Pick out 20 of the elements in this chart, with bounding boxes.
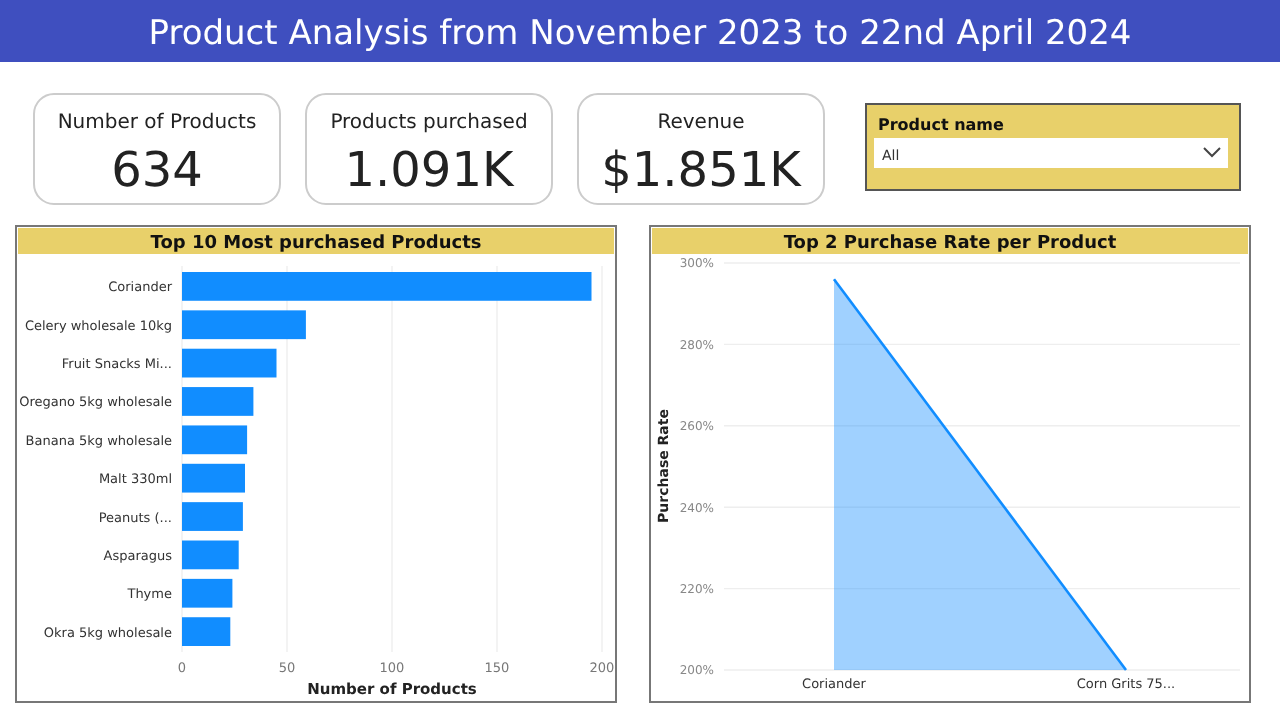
text: 634 [111, 142, 203, 198]
chart-title: Top 2 Purchase Rate per Product [783, 234, 1118, 254]
chart-title: Top 10 Most purchased Products [150, 234, 482, 254]
bar [182, 348, 277, 378]
text: Number of Products [57, 112, 257, 134]
bar [182, 578, 233, 608]
bar [182, 463, 245, 493]
bar [182, 540, 239, 570]
bar [182, 310, 306, 340]
bar [182, 272, 592, 301]
bar [182, 502, 243, 531]
text: $1.851K [601, 142, 804, 198]
text: Product Analysis from November 2023 to 22nd April 2024 [148, 14, 1132, 54]
bar [182, 425, 248, 455]
bar [182, 387, 254, 416]
text: 1.091K [344, 142, 516, 198]
text: Products purchased [330, 112, 528, 134]
bar [182, 617, 231, 646]
text: Product name [878, 116, 1006, 134]
text: Revenue [657, 112, 745, 134]
